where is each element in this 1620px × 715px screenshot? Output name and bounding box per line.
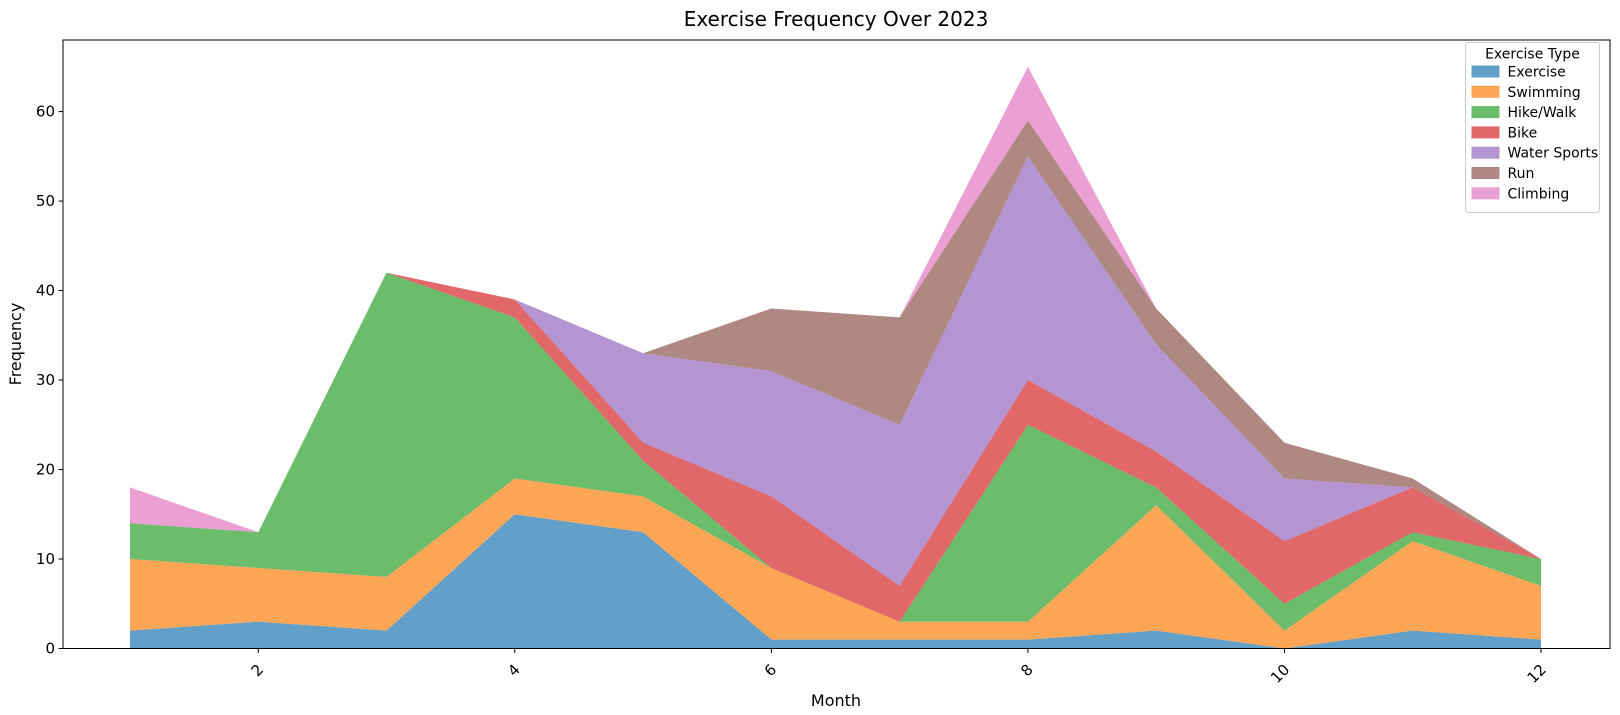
x-axis-label: Month — [811, 691, 861, 710]
y-tick-label: 30 — [36, 371, 55, 389]
legend-label: Bike — [1508, 125, 1538, 141]
chart-title: Exercise Frequency Over 2023 — [684, 7, 989, 31]
plot-border — [62, 39, 1611, 649]
y-tick-label: 60 — [36, 103, 55, 121]
x-tick-label: 10 — [1267, 661, 1293, 687]
legend-label: Water Sports — [1508, 146, 1599, 162]
area-series-bike — [130, 272, 1541, 622]
y-tick-label: 50 — [36, 192, 55, 210]
y-tick-label: 40 — [36, 282, 55, 300]
legend-swatch-hike-walk — [1471, 106, 1500, 119]
legend-swatch-swimming — [1471, 85, 1500, 98]
area-series-hike-walk — [130, 272, 1541, 631]
legend-label: Swimming — [1508, 85, 1581, 101]
area-series-group — [130, 66, 1541, 649]
x-tick-label: 4 — [504, 661, 523, 680]
area-series-exercise — [130, 514, 1541, 649]
legend-swatch-bike — [1471, 126, 1500, 139]
legend-label: Climbing — [1508, 186, 1570, 202]
legend-swatch-water-sports — [1471, 146, 1500, 159]
y-tick-label: 20 — [36, 461, 55, 479]
x-tick-label: 12 — [1524, 661, 1550, 687]
area-series-swimming — [130, 478, 1541, 649]
y-axis-label: Frequency — [6, 303, 25, 386]
x-tick-label: 8 — [1017, 661, 1036, 680]
legend-swatch-climbing — [1471, 187, 1500, 200]
legend-label: Hike/Walk — [1508, 105, 1578, 121]
area-series-water-sports — [130, 156, 1541, 586]
y-tick-label: 0 — [45, 640, 55, 658]
legend-label: Run — [1508, 166, 1535, 182]
y-tick-label: 10 — [36, 550, 55, 568]
area-series-run — [130, 120, 1541, 559]
legend-title: Exercise Type — [1485, 47, 1580, 63]
x-tick-label: 6 — [761, 661, 780, 680]
legend-swatch-exercise — [1471, 65, 1500, 78]
legend: Exercise Type Exercise Swimming Hike/Walk Bi… — [1465, 42, 1600, 213]
legend-swatch-run — [1471, 167, 1500, 179]
legend-label: Exercise — [1508, 65, 1566, 81]
x-tick-label: 2 — [248, 661, 267, 680]
